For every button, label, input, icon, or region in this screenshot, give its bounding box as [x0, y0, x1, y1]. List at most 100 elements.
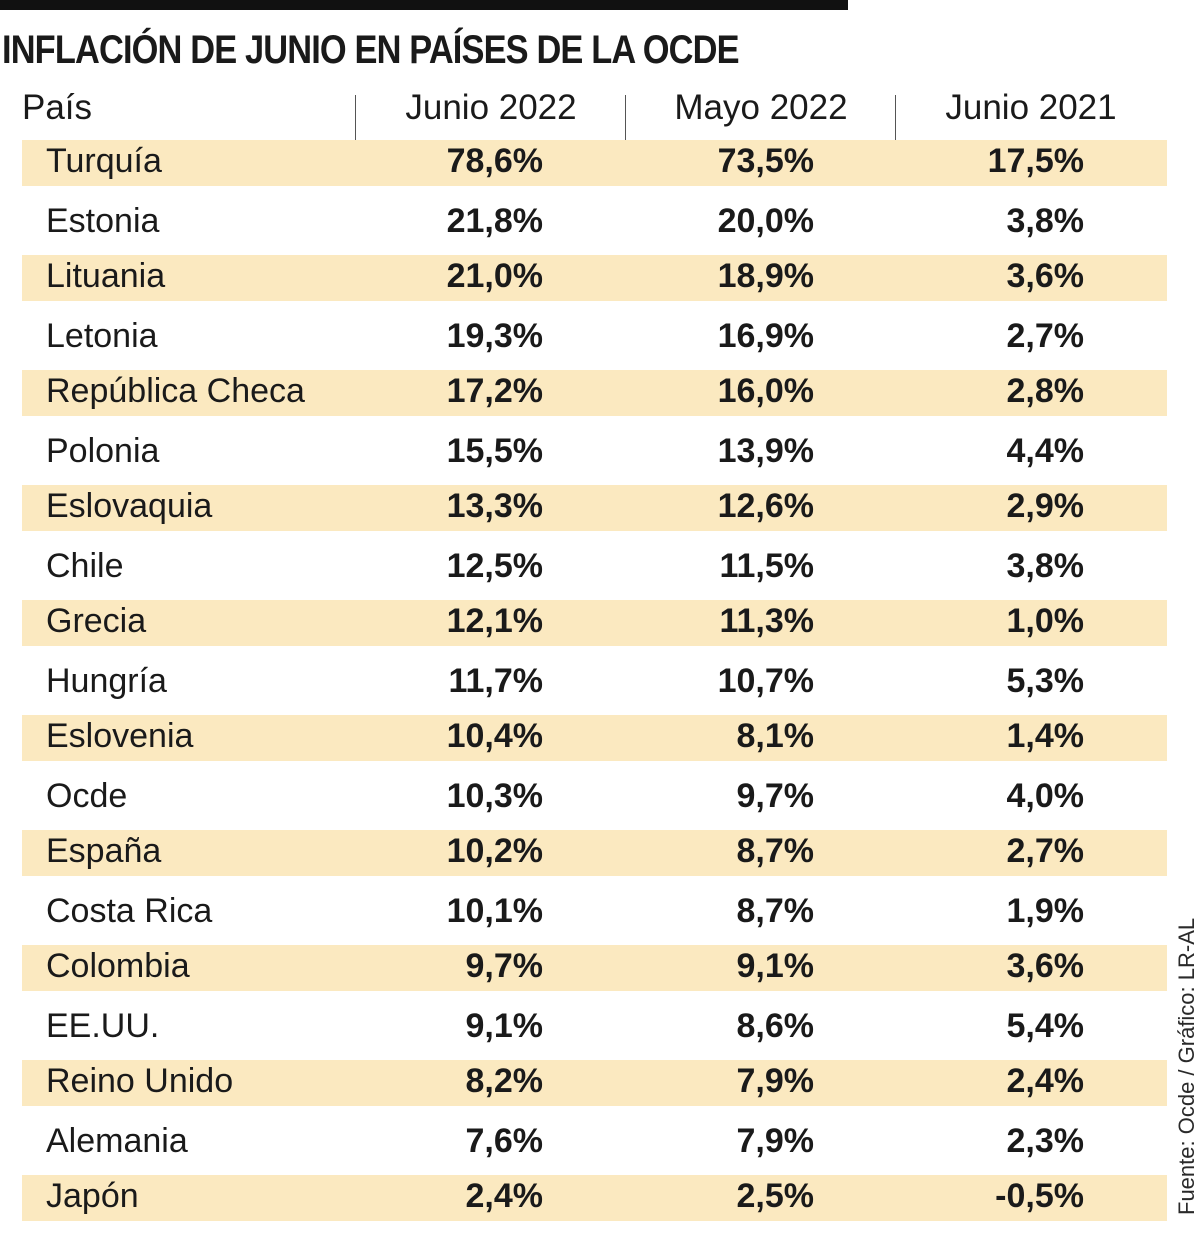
country-cell: Polonia — [46, 431, 160, 470]
table-row: Estonia 21,8% 20,0% 3,8% — [22, 198, 1167, 256]
country-cell: Reino Unido — [46, 1062, 234, 1100]
table-row: Lituania 21,0% 18,9% 3,6% — [22, 255, 1167, 301]
country-cell: Japón — [46, 1177, 139, 1215]
top-rule — [0, 0, 848, 10]
column-header-junio-2021: Junio 2021 — [945, 88, 1117, 127]
junio-2022-cell: 10,4% — [446, 717, 543, 755]
mayo-2022-cell: 18,9% — [717, 257, 814, 295]
table-row: Reino Unido 8,2% 7,9% 2,4% — [22, 1060, 1167, 1106]
mayo-2022-cell: 12,6% — [717, 487, 814, 525]
junio-2021-cell: 3,8% — [1006, 201, 1085, 240]
junio-2022-cell: 10,2% — [446, 832, 543, 870]
chart-title: INFLACIÓN DE JUNIO EN PAÍSES DE LA OCDE — [2, 28, 740, 72]
table-row: Eslovenia 10,4% 8,1% 1,4% — [22, 715, 1167, 761]
junio-2021-cell: 17,5% — [987, 142, 1084, 180]
country-cell: España — [46, 832, 162, 870]
junio-2022-cell: 11,7% — [448, 661, 543, 700]
junio-2022-cell: 10,1% — [446, 891, 543, 930]
table-row: Alemania 7,6% 7,9% 2,3% — [22, 1118, 1167, 1176]
junio-2022-cell: 8,2% — [465, 1062, 544, 1100]
table-row: República Checa 17,2% 16,0% 2,8% — [22, 370, 1167, 416]
junio-2021-cell: 3,6% — [1006, 947, 1085, 985]
junio-2021-cell: 2,7% — [1006, 316, 1085, 355]
mayo-2022-cell: 11,3% — [719, 602, 814, 640]
junio-2021-cell: 2,8% — [1006, 372, 1085, 410]
country-cell: República Checa — [46, 372, 305, 410]
mayo-2022-cell: 16,0% — [717, 372, 814, 410]
junio-2021-cell: 3,6% — [1006, 257, 1085, 295]
junio-2022-cell: 12,1% — [446, 602, 543, 640]
mayo-2022-cell: 13,9% — [717, 431, 814, 470]
table-body: Turquía 78,6% 73,5% 17,5% Estonia 21,8% 20,0% 3… — [22, 140, 1167, 1233]
mayo-2022-cell: 7,9% — [736, 1121, 815, 1160]
country-cell: Chile — [46, 546, 124, 585]
junio-2022-cell: 13,3% — [446, 487, 543, 525]
junio-2021-cell: 1,4% — [1006, 717, 1085, 755]
junio-2021-cell: -0,5% — [995, 1177, 1084, 1215]
junio-2021-cell: 2,4% — [1006, 1062, 1085, 1100]
junio-2022-cell: 19,3% — [446, 316, 543, 355]
country-cell: Costa Rica — [46, 891, 213, 930]
junio-2021-cell: 4,4% — [1006, 431, 1085, 470]
mayo-2022-cell: 7,9% — [736, 1062, 815, 1100]
column-header-mayo-2022: Mayo 2022 — [674, 88, 848, 127]
junio-2022-cell: 21,8% — [446, 201, 543, 240]
table-row: Colombia 9,7% 9,1% 3,6% — [22, 945, 1167, 991]
table-row: Polonia 15,5% 13,9% 4,4% — [22, 428, 1167, 486]
junio-2022-cell: 15,5% — [446, 431, 543, 470]
mayo-2022-cell: 16,9% — [717, 316, 814, 355]
table-row: Letonia 19,3% 16,9% 2,7% — [22, 313, 1167, 371]
column-header-junio-2022: Junio 2022 — [405, 88, 577, 127]
column-header-country: País — [22, 88, 93, 127]
junio-2021-cell: 2,3% — [1006, 1121, 1085, 1160]
country-cell: EE.UU. — [46, 1006, 160, 1045]
country-cell: Lituania — [46, 257, 166, 295]
junio-2021-cell: 2,9% — [1006, 487, 1085, 525]
junio-2022-cell: 12,5% — [446, 546, 543, 585]
mayo-2022-cell: 8,6% — [736, 1006, 815, 1045]
junio-2021-cell: 1,0% — [1006, 602, 1085, 640]
country-cell: Ocde — [46, 776, 128, 815]
mayo-2022-cell: 8,7% — [736, 891, 815, 930]
junio-2022-cell: 7,6% — [465, 1121, 544, 1160]
mayo-2022-cell: 10,7% — [717, 661, 814, 700]
table-row: Chile 12,5% 11,5% 3,8% — [22, 543, 1167, 601]
mayo-2022-cell: 73,5% — [717, 142, 814, 180]
mayo-2022-cell: 2,5% — [736, 1177, 815, 1215]
table-row: Hungría 11,7% 10,7% 5,3% — [22, 658, 1167, 716]
mayo-2022-cell: 9,7% — [736, 776, 815, 815]
junio-2021-cell: 3,8% — [1006, 546, 1085, 585]
mayo-2022-cell: 9,1% — [736, 947, 815, 985]
country-cell: Turquía — [46, 142, 162, 180]
table-row: Turquía 78,6% 73,5% 17,5% — [22, 140, 1167, 186]
junio-2022-cell: 9,7% — [465, 947, 544, 985]
junio-2021-cell: 5,3% — [1006, 661, 1085, 700]
junio-2022-cell: 17,2% — [446, 372, 543, 410]
country-cell: Alemania — [46, 1121, 188, 1160]
table-row: Grecia 12,1% 11,3% 1,0% — [22, 600, 1167, 646]
table-row: Japón 2,4% 2,5% -0,5% — [22, 1175, 1167, 1221]
country-cell: Hungría — [46, 661, 167, 700]
mayo-2022-cell: 20,0% — [717, 201, 814, 240]
table-row: EE.UU. 9,1% 8,6% 5,4% — [22, 1003, 1167, 1061]
junio-2021-cell: 5,4% — [1006, 1006, 1085, 1045]
junio-2021-cell: 2,7% — [1006, 832, 1085, 870]
source-note: Fuente: Ocde / Gráfico: LR-AL — [1174, 917, 1199, 1215]
table-header: País Junio 2022 Mayo 2022 Junio 2021 — [0, 82, 1170, 134]
junio-2022-cell: 9,1% — [465, 1006, 544, 1045]
country-cell: Estonia — [46, 201, 160, 240]
junio-2022-cell: 2,4% — [465, 1177, 544, 1215]
table-row: España 10,2% 8,7% 2,7% — [22, 830, 1167, 876]
country-cell: Letonia — [46, 316, 158, 355]
country-cell: Grecia — [46, 602, 147, 640]
country-cell: Eslovaquia — [46, 487, 213, 525]
mayo-2022-cell: 8,1% — [736, 717, 815, 755]
junio-2022-cell: 10,3% — [446, 776, 543, 815]
mayo-2022-cell: 8,7% — [736, 832, 815, 870]
junio-2022-cell: 78,6% — [446, 142, 543, 180]
mayo-2022-cell: 11,5% — [719, 546, 814, 585]
junio-2021-cell: 1,9% — [1006, 891, 1085, 930]
junio-2021-cell: 4,0% — [1006, 776, 1085, 815]
country-cell: Eslovenia — [46, 717, 194, 755]
junio-2022-cell: 21,0% — [446, 257, 543, 295]
